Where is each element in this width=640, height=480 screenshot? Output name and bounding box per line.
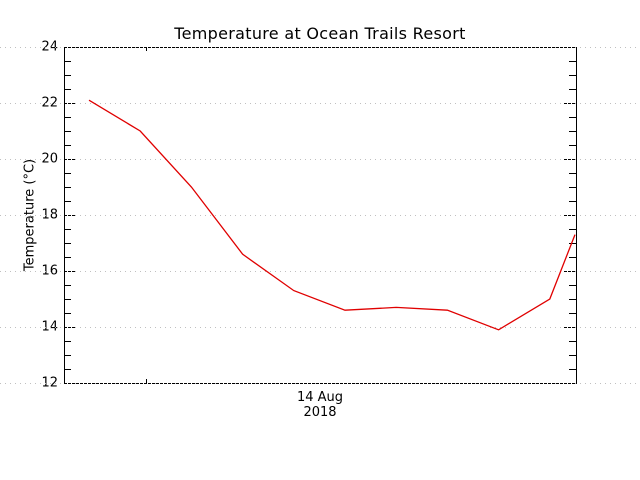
chart-title: Temperature at Ocean Trails Resort	[174, 24, 466, 43]
y-tick-label: 22	[41, 95, 58, 111]
temperature-line	[88, 99, 576, 331]
x-axis-label-line-1: 14 Aug	[296, 390, 344, 405]
x-axis-label: 14 Aug 2018	[297, 390, 343, 420]
y-tick-label: 16	[41, 263, 58, 279]
data-series	[88, 99, 576, 331]
y-tick-label: 24	[41, 39, 58, 55]
y-tick-label: 18	[41, 207, 58, 223]
y-tick-label: 14	[41, 319, 58, 335]
grid-lines	[0, 47, 640, 384]
y-tick-label: 12	[41, 375, 58, 391]
x-axis-label-line-2: 2018	[303, 405, 337, 420]
plot-axes	[64, 47, 577, 384]
y-tick-label: 20	[41, 151, 58, 167]
